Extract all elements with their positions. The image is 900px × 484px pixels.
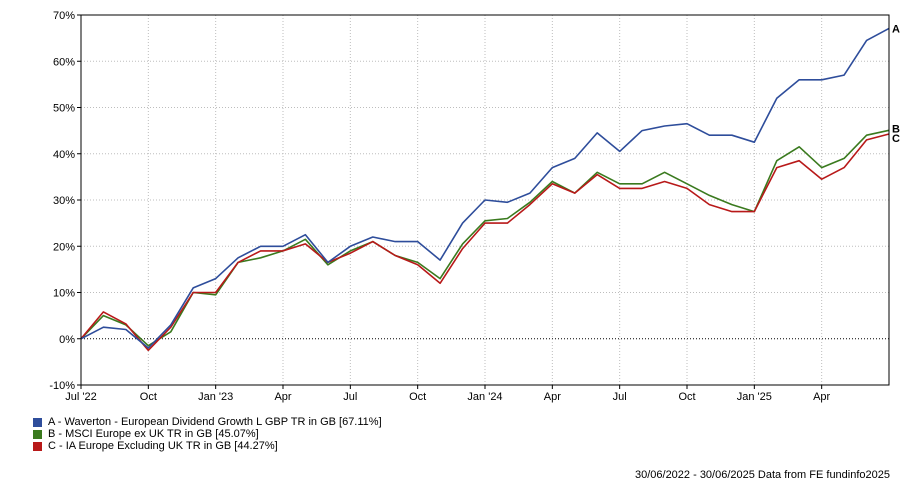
x-tick-label: Oct — [409, 391, 426, 403]
x-tick-label: Oct — [140, 391, 157, 403]
x-tick-label: Jan '25 — [737, 391, 772, 403]
end-label-a: A — [892, 23, 900, 35]
legend-swatch — [33, 417, 42, 427]
x-tick-label: Jul — [613, 391, 627, 403]
legend-item-a: A - Waverton - European Dividend Growth … — [33, 416, 382, 428]
y-tick-label: 30% — [53, 195, 75, 207]
x-tick-label: Jul — [343, 391, 357, 403]
plot-frame — [80, 14, 890, 386]
legend-swatch — [33, 441, 42, 451]
y-tick-label: 20% — [53, 241, 75, 253]
y-tick-label: 50% — [53, 103, 75, 115]
x-tick-label: Jan '23 — [198, 391, 233, 403]
line-chart: -10% 0% 10% 20% 30% 40% 50% 60% 70% Jul '22 Oct Ja… — [49, 10, 900, 403]
x-tick-label: Apr — [274, 391, 291, 403]
end-label-b: B — [892, 123, 900, 135]
y-axis: -10% 0% 10% 20% 30% 40% 50% 60% 70% — [49, 10, 81, 392]
legend-swatch — [33, 429, 42, 439]
series-line-c — [80, 133, 890, 352]
end-label-c: C — [892, 133, 900, 145]
y-tick-label: 40% — [53, 149, 75, 161]
legend: A - Waverton - European Dividend Growth … — [33, 416, 382, 452]
y-tick-label: 0% — [59, 334, 75, 346]
y-tick-label: -10% — [49, 380, 75, 392]
legend-item-c: C - IA Europe Excluding UK TR in GB [44.… — [33, 440, 382, 452]
series-line-a — [80, 27, 890, 349]
legend-label: A - Waverton - European Dividend Growth … — [48, 416, 382, 428]
y-tick-label: 60% — [53, 56, 75, 68]
footer-note: 30/06/2022 - 30/06/2025 Data from FE fun… — [634, 469, 890, 481]
y-tick-label: 70% — [53, 10, 75, 22]
legend-label: C - IA Europe Excluding UK TR in GB [44.… — [48, 440, 278, 452]
series-lines — [80, 27, 890, 352]
x-tick-label: Jan '24 — [467, 391, 502, 403]
legend-label: B - MSCI Europe ex UK TR in GB [45.07%] — [48, 428, 259, 440]
x-tick-label: Jul '22 — [65, 391, 96, 403]
x-tick-label: Apr — [813, 391, 830, 403]
series-end-labels: A BC — [892, 23, 900, 145]
x-tick-label: Apr — [544, 391, 561, 403]
x-tick-label: Oct — [678, 391, 695, 403]
legend-item-b: B - MSCI Europe ex UK TR in GB [45.07%] — [33, 428, 382, 440]
x-axis: Jul '22 Oct Jan '23 Apr Jul Oct Jan '24 Apr Jul O… — [65, 385, 831, 403]
y-tick-label: 10% — [53, 288, 75, 300]
